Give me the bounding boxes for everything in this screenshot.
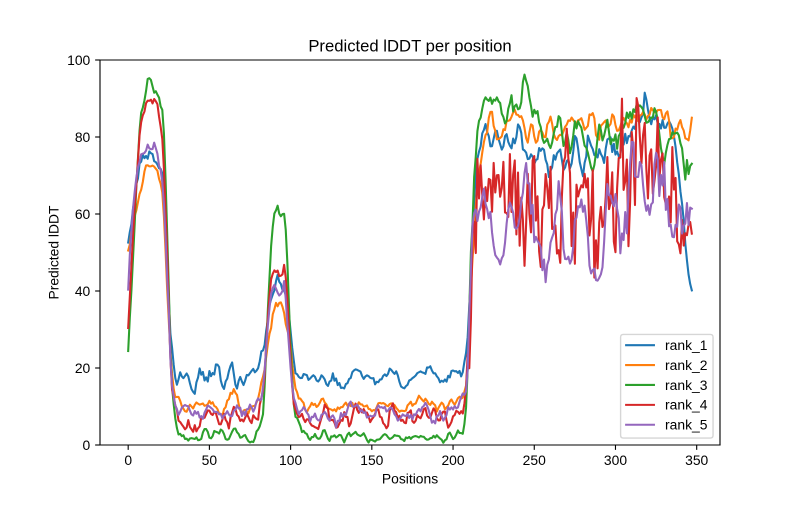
svg-text:rank_1: rank_1 — [665, 337, 708, 353]
svg-text:0: 0 — [83, 437, 91, 453]
svg-text:Predicted lDDT: Predicted lDDT — [46, 205, 62, 300]
svg-text:100: 100 — [279, 452, 302, 468]
svg-text:350: 350 — [685, 452, 708, 468]
svg-text:20: 20 — [75, 360, 91, 376]
svg-text:rank_2: rank_2 — [665, 357, 708, 373]
svg-text:rank_3: rank_3 — [665, 377, 708, 393]
svg-text:rank_5: rank_5 — [665, 417, 708, 433]
svg-text:Predicted lDDT per position: Predicted lDDT per position — [308, 37, 511, 56]
svg-text:0: 0 — [124, 452, 132, 468]
svg-text:250: 250 — [523, 452, 546, 468]
svg-text:Positions: Positions — [382, 470, 438, 486]
svg-text:rank_4: rank_4 — [665, 397, 708, 413]
svg-text:60: 60 — [75, 206, 91, 222]
svg-text:40: 40 — [75, 283, 91, 299]
svg-text:50: 50 — [202, 452, 218, 468]
svg-text:80: 80 — [75, 129, 91, 145]
svg-text:100: 100 — [67, 52, 90, 68]
svg-text:300: 300 — [604, 452, 627, 468]
svg-text:150: 150 — [360, 452, 383, 468]
svg-text:200: 200 — [441, 452, 464, 468]
